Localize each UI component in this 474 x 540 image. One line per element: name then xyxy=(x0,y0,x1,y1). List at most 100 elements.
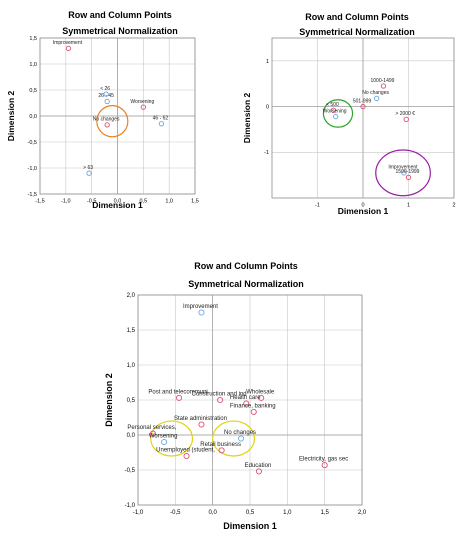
column-point-marker xyxy=(103,91,109,97)
column-point-marker xyxy=(401,170,407,176)
row-point-marker xyxy=(250,408,257,415)
x-tick-label: 1 xyxy=(407,203,410,209)
highlight-ellipse xyxy=(96,104,129,138)
scatter-plot-sector: -1,0 -0,5 0,0 0,5 1,0 1,5 2,0 -1,0 -0,5 0,0 0,5 1,0… xyxy=(104,293,367,531)
point-label: Construction and ind xyxy=(192,391,247,397)
row-point-marker xyxy=(360,103,366,110)
row-point-marker xyxy=(176,394,183,401)
row-point-marker xyxy=(255,468,263,475)
point-label: Improvement xyxy=(183,304,218,310)
row-point-marker xyxy=(104,122,110,128)
point-label: Worsening xyxy=(323,108,347,114)
column-point-marker xyxy=(104,98,110,105)
highlight-ellipse xyxy=(322,99,354,128)
point-label: < 500 xyxy=(326,102,339,108)
row-point-marker xyxy=(140,104,146,110)
x-tick-label: 1,0 xyxy=(165,199,173,205)
row-point-marker xyxy=(183,452,190,460)
x-tick-label: 1,5 xyxy=(320,510,329,516)
point-label: > 63 xyxy=(83,165,93,171)
point-label: Improvement xyxy=(388,165,418,171)
row-point-marker xyxy=(65,45,72,52)
column-point-marker xyxy=(373,95,380,101)
chart-subtitle: Symmetrical Normalization xyxy=(299,27,415,37)
y-tick-label: -1,0 xyxy=(125,503,136,509)
chart-panel-age: Row and Column Points Symmetrical Normal… xyxy=(0,0,240,235)
x-axis-label: Dimension 1 xyxy=(223,521,277,531)
x-tick-label: 0,5 xyxy=(246,510,255,516)
y-tick-label: -1 xyxy=(264,150,269,156)
point-label: Improvement xyxy=(53,40,83,46)
y-tick-label: 1,0 xyxy=(29,62,37,68)
chart-title: Row and Column Points xyxy=(194,261,298,271)
point-label: Wholesale xyxy=(246,389,275,395)
column-point-marker xyxy=(333,113,339,120)
row-point-marker xyxy=(243,400,250,407)
point-label: Worsening xyxy=(130,99,154,105)
x-tick-label: 0,5 xyxy=(140,199,148,205)
x-tick-label: -1,0 xyxy=(133,510,144,516)
highlight-ellipse xyxy=(212,420,256,457)
column-point-marker xyxy=(198,309,205,316)
point-label: 46 - 62 xyxy=(153,116,169,122)
point-label: Health care xyxy=(230,395,261,401)
y-tick-label: -1,5 xyxy=(28,192,37,198)
chart-title: Row and Column Points xyxy=(68,10,172,20)
y-tick-label: -1,0 xyxy=(28,166,37,172)
point-label: 1000-1499 xyxy=(371,78,395,84)
point-label: Electricity, gas sec xyxy=(299,457,348,463)
point-label: Personal services, xyxy=(127,425,176,431)
y-tick-label: 1 xyxy=(266,59,269,65)
y-tick-label: -0,5 xyxy=(28,140,37,146)
point-label: 501-999 xyxy=(353,98,372,104)
point-label: > 2000 € xyxy=(395,111,415,117)
y-axis-label: Dimension 2 xyxy=(242,92,252,143)
scatter-plot-age: -1,5 -1,0 -0,5 0,0 0,5 1,0 1,5 -1,5 -1,0 -0,5 0,0 0… xyxy=(6,36,199,210)
point-label: Finance, banking xyxy=(230,403,276,409)
point-label: State administration xyxy=(174,416,227,422)
point-label: < 26 xyxy=(100,86,110,92)
x-tick-label: 0 xyxy=(361,203,364,209)
x-tick-label: 1,5 xyxy=(191,199,199,205)
plot-frame xyxy=(137,294,363,506)
chart-panel-income: Row and Column Points Symmetrical Normal… xyxy=(240,0,474,235)
row-point-marker xyxy=(258,394,265,401)
y-tick-label: 0 xyxy=(266,104,269,110)
x-axis-label: Dimension 1 xyxy=(338,206,389,216)
y-tick-label: -0,5 xyxy=(125,468,136,474)
x-tick-label: 0,0 xyxy=(114,199,122,205)
y-tick-label: 0,5 xyxy=(127,398,136,404)
column-point-marker xyxy=(86,170,92,176)
y-tick-label: 0,0 xyxy=(127,433,136,439)
point-label: No changes xyxy=(224,430,256,436)
chart-title: Row and Column Points xyxy=(305,12,409,22)
point-label: Education xyxy=(245,463,272,469)
point-label: Retail business xyxy=(200,442,241,448)
row-point-marker xyxy=(217,396,224,404)
chart-panel-sector: Row and Column Points Symmetrical Normal… xyxy=(96,255,396,540)
row-point-marker xyxy=(403,116,409,123)
y-tick-label: 0,5 xyxy=(29,88,37,94)
y-tick-label: 2,0 xyxy=(127,293,136,299)
scatter-plot-income: -1 0 1 2 -1 0 1 Dimension 1 Dimension 2 1000-1499… xyxy=(242,37,456,216)
row-point-marker xyxy=(218,447,225,454)
column-point-marker xyxy=(158,121,165,127)
row-point-marker xyxy=(198,421,205,428)
y-axis-label: Dimension 2 xyxy=(6,90,16,141)
x-tick-label: 1,0 xyxy=(283,510,292,516)
row-point-marker xyxy=(321,462,328,469)
x-tick-label: 2 xyxy=(452,203,455,209)
chart-subtitle: Symmetrical Normalization xyxy=(62,26,178,36)
y-tick-label: 1,0 xyxy=(127,363,136,369)
x-tick-label: 0,0 xyxy=(208,510,217,516)
point-label: No changes xyxy=(93,117,120,123)
plot-frame xyxy=(271,37,455,199)
point-label: No changes xyxy=(362,90,389,96)
row-point-marker xyxy=(330,107,337,113)
row-point-marker xyxy=(405,174,412,181)
x-tick-label: -1,0 xyxy=(61,199,70,205)
x-tick-label: -1,5 xyxy=(35,199,44,205)
point-label: Worsening xyxy=(149,433,178,439)
row-point-marker xyxy=(149,430,156,437)
y-tick-label: 1,5 xyxy=(127,328,136,334)
